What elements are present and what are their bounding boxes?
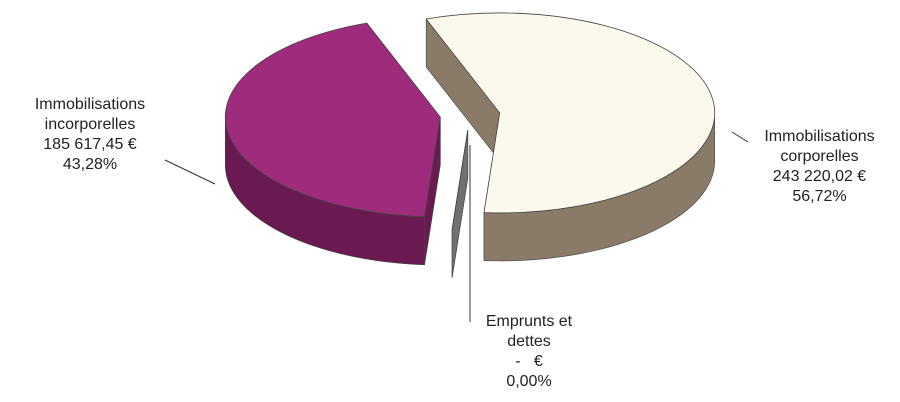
label-emprunts: Emprunts et dettes - € 0,00%	[470, 312, 588, 392]
slice-cut	[451, 129, 469, 278]
slice	[451, 129, 469, 230]
leader-line	[731, 131, 749, 143]
label-incorporelles: Immobilisations incorporelles 185 617,45…	[10, 95, 170, 175]
amount-label: - €	[515, 353, 543, 370]
slice-label: Emprunts et dettes	[485, 313, 573, 350]
value-label: 0,00%	[506, 373, 552, 390]
slice	[224, 22, 441, 218]
leader-line	[164, 159, 216, 185]
slice-label: Immobilisations incorporelles	[34, 96, 146, 133]
amount-label: 243 220,02 €	[772, 168, 867, 185]
value-label: 43,28%	[62, 156, 118, 173]
label-corporelles: Immobilisations corporelles 243 220,02 €…	[742, 127, 897, 207]
amount-label: 185 617,45 €	[43, 136, 137, 153]
slice	[425, 12, 716, 214]
slice-label: Immobilisations corporelles	[764, 128, 875, 165]
value-label: 56,72%	[792, 188, 847, 205]
